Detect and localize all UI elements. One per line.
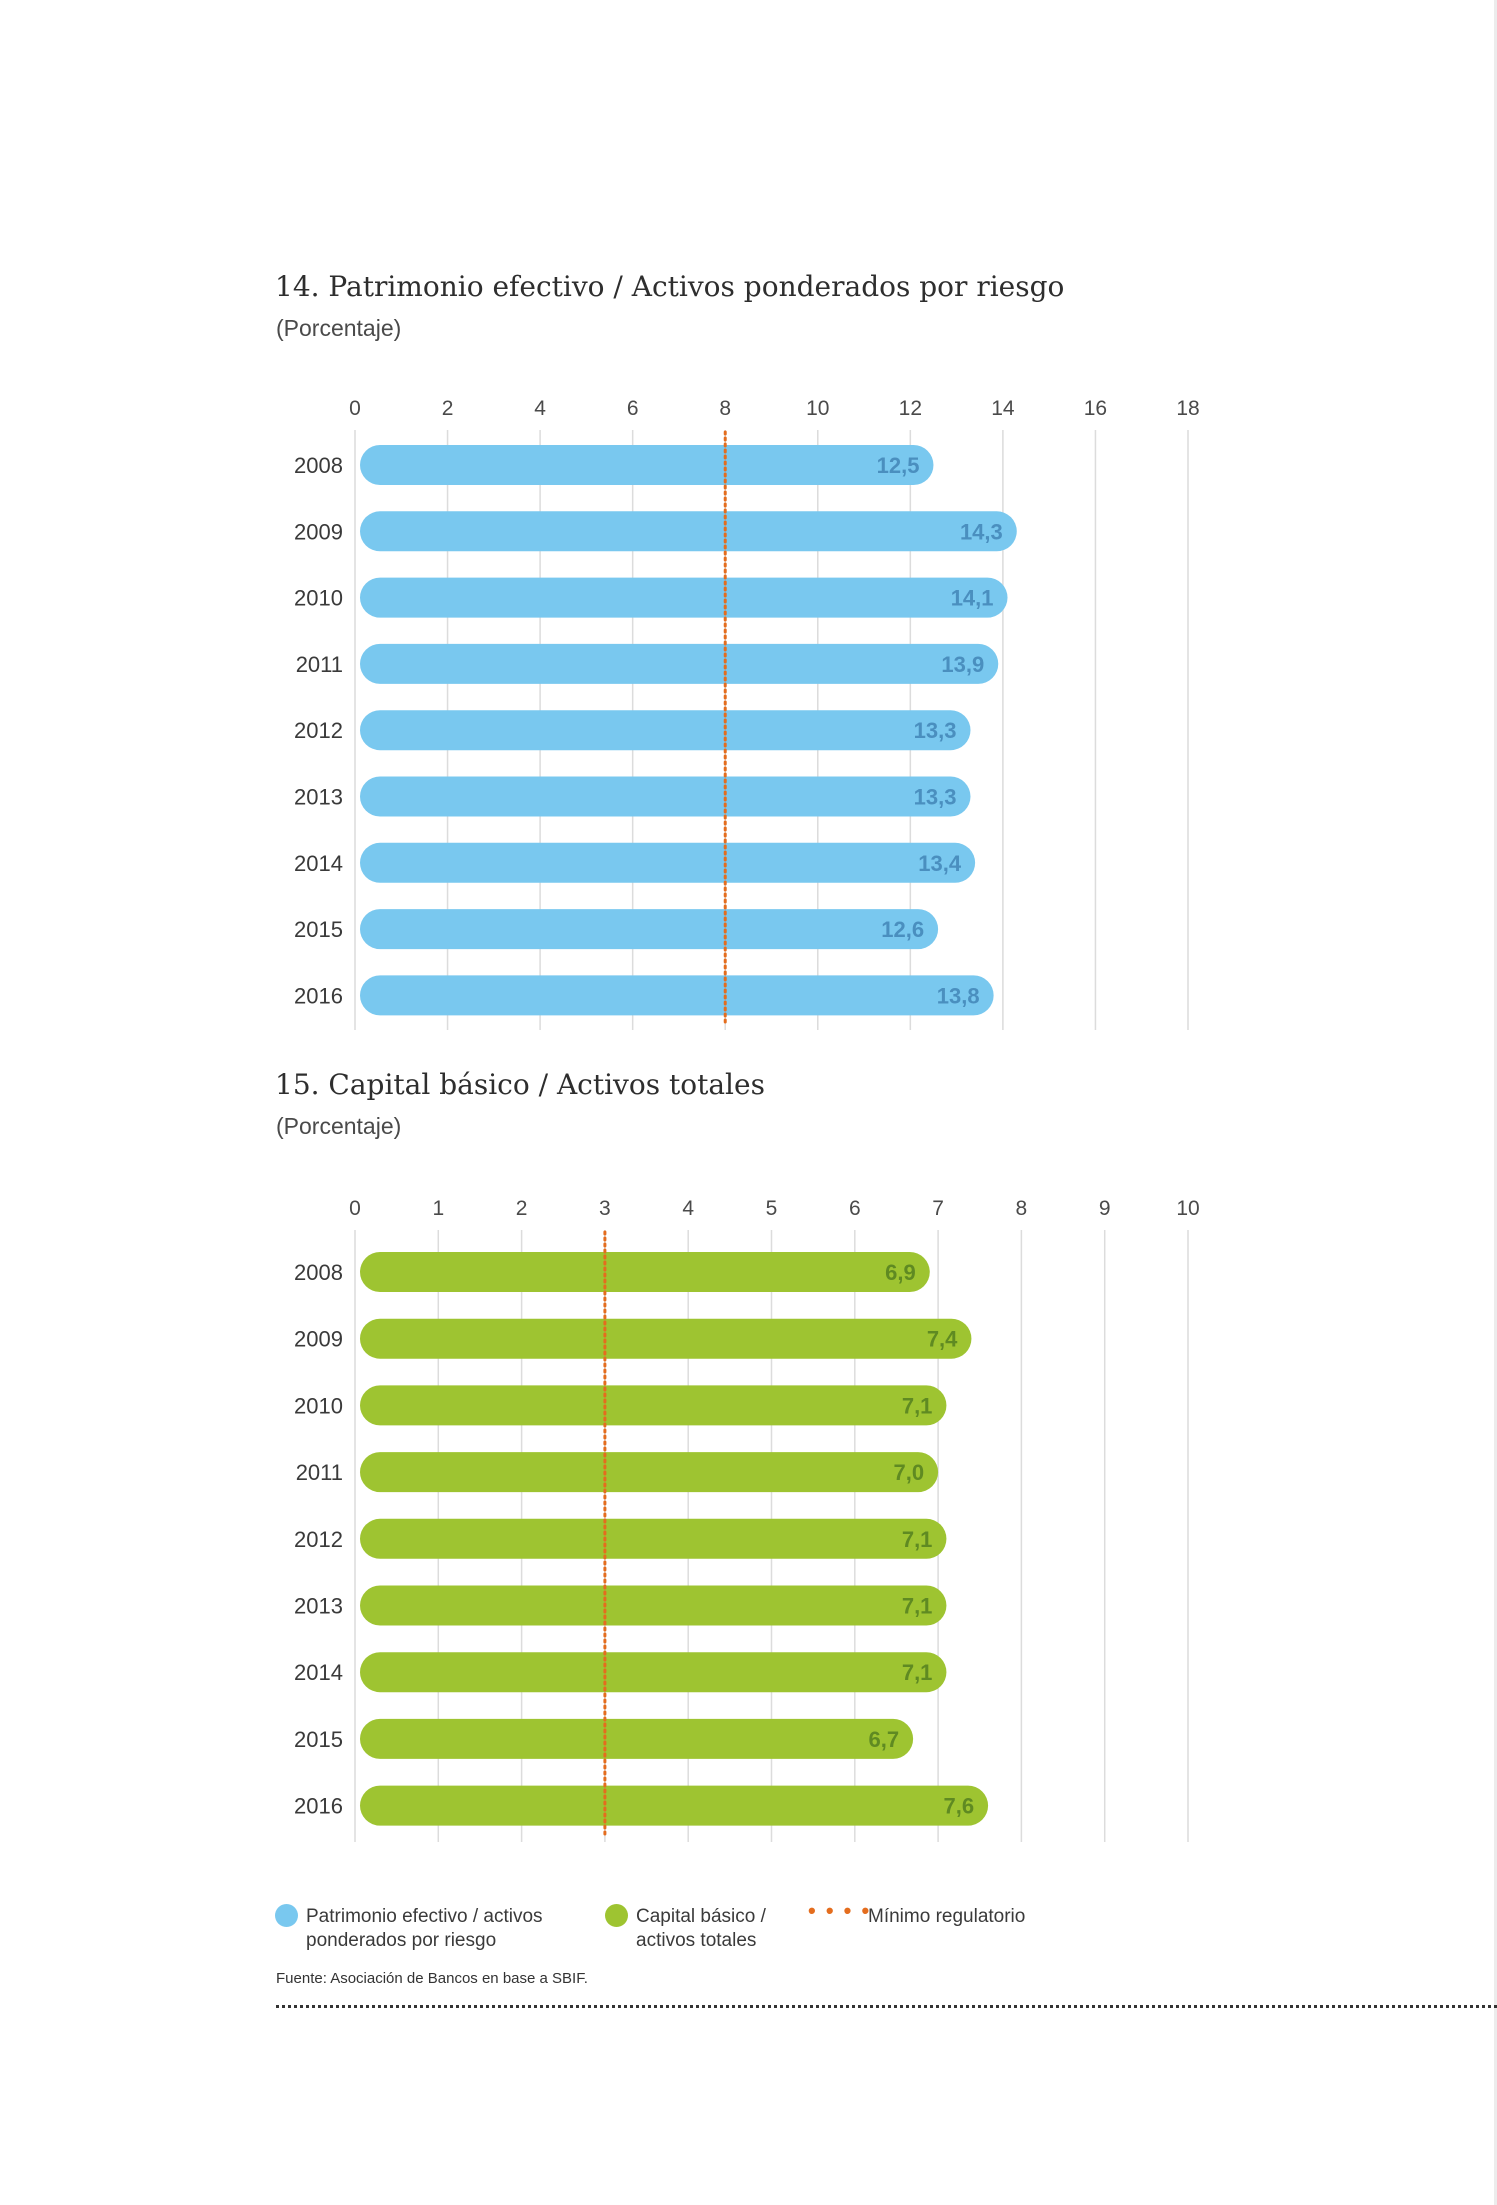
legend-item-capital: Capital básico / activos totales: [605, 1900, 805, 1960]
y-category-label: 2016: [294, 1794, 343, 1819]
y-category-label: 2010: [294, 586, 343, 611]
legend-label-patrimonio: Patrimonio efectivo / activos ponderados…: [306, 1906, 543, 1951]
bar-value-label: 14,1: [951, 586, 994, 611]
bar-value-label: 13,3: [914, 718, 957, 743]
x-tick-label: 0: [349, 1197, 361, 1220]
bar-value-label: 7,1: [902, 1393, 933, 1418]
y-category-label: 2012: [294, 718, 343, 743]
y-category-label: 2008: [294, 1260, 343, 1285]
x-tick-label: 18: [1176, 397, 1199, 420]
bar-value-label: 7,6: [943, 1794, 974, 1819]
x-tick-label: 6: [849, 1197, 861, 1220]
legend-blue-dot: [275, 1904, 298, 1927]
chart-15-subtitle: (Porcentaje): [276, 1113, 402, 1139]
x-tick-label: 10: [1176, 1197, 1199, 1220]
x-tick-label: 5: [766, 1197, 778, 1220]
bar: [360, 643, 999, 684]
dotted-divider: [276, 2005, 1497, 2008]
x-tick-label: 8: [719, 397, 731, 420]
bar: [360, 1385, 947, 1426]
legend-green-dot: [605, 1904, 628, 1927]
source-note: Fuente: Asociación de Bancos en base a S…: [276, 1970, 588, 1987]
chart-14-title: 14. Patrimonio efectivo / Activos ponder…: [275, 270, 1065, 303]
bar: [360, 776, 971, 817]
bar: [360, 1785, 989, 1826]
bar-value-label: 7,1: [902, 1527, 933, 1552]
bar: [360, 1585, 947, 1626]
legend-label-capital: Capital básico / activos totales: [636, 1906, 766, 1951]
bar: [360, 1318, 972, 1359]
x-tick-label: 8: [1016, 1197, 1028, 1220]
bar-value-label: 13,3: [914, 785, 957, 810]
bar: [360, 909, 939, 950]
legend-item-patrimonio: Patrimonio efectivo / activos ponderados…: [275, 1900, 595, 1960]
x-tick-label: 3: [599, 1197, 611, 1220]
bar: [360, 710, 971, 751]
bar-value-label: 12,5: [877, 453, 920, 478]
y-category-label: 2009: [294, 519, 343, 544]
x-tick-label: 0: [349, 397, 361, 420]
y-category-label: 2012: [294, 1527, 343, 1552]
x-tick-label: 12: [899, 397, 922, 420]
bar: [360, 445, 934, 485]
bar-value-label: 7,0: [894, 1460, 925, 1485]
legend-label-minimo: Mínimo regulatorio: [868, 1906, 1026, 1927]
y-category-label: 2010: [294, 1393, 343, 1418]
x-tick-label: 1: [432, 1197, 444, 1220]
bar: [360, 1718, 914, 1759]
y-category-label: 2015: [294, 1727, 343, 1752]
bar-value-label: 14,3: [960, 519, 1003, 544]
bar-value-label: 7,1: [902, 1660, 933, 1685]
y-category-label: 2011: [296, 1460, 343, 1485]
bar: [360, 1252, 930, 1292]
x-tick-label: 16: [1084, 397, 1107, 420]
bar: [360, 975, 994, 1016]
y-category-label: 2008: [294, 453, 343, 478]
y-category-label: 2011: [296, 652, 343, 677]
chart-14-plot: 0 2 4 6 8 10 12 14 16 18 2008 12,5 2009 14,3 2010 14,1 2…: [294, 397, 1200, 1030]
chart-15-title: 15. Capital básico / Activos totales: [275, 1068, 765, 1101]
x-tick-label: 4: [534, 397, 546, 420]
legend-item-minimo: • • • • Mínimo regulatorio: [808, 1900, 1068, 1960]
chart-14-subtitle: (Porcentaje): [276, 315, 402, 341]
y-category-label: 2009: [294, 1327, 343, 1352]
x-tick-label: 4: [682, 1197, 694, 1220]
chart-15-plot: 0 1 2 3 4 5 6 7 8 9 10 2008 6,9 2009 7,4 2010 7,1 2011 7,0…: [294, 1197, 1200, 1842]
bar-value-label: 7,4: [927, 1327, 958, 1352]
x-tick-label: 10: [806, 397, 829, 420]
y-category-label: 2013: [294, 785, 343, 810]
y-category-label: 2014: [294, 1660, 343, 1685]
bar-value-label: 13,9: [941, 652, 984, 677]
bar-value-label: 12,6: [881, 917, 924, 942]
page-edge: [1494, 0, 1497, 2205]
legend-dotted-line-icon: • • • •: [808, 1898, 872, 1923]
bar: [360, 1518, 947, 1559]
y-category-label: 2016: [294, 983, 343, 1008]
bar: [360, 1452, 939, 1493]
x-tick-label: 14: [991, 397, 1015, 420]
bar: [360, 577, 1008, 618]
bar: [360, 511, 1017, 552]
bar-value-label: 13,4: [918, 851, 962, 876]
x-tick-label: 2: [516, 1197, 528, 1220]
bar-value-label: 13,8: [937, 983, 980, 1008]
x-tick-label: 9: [1099, 1197, 1111, 1220]
bar: [360, 1652, 947, 1693]
y-category-label: 2015: [294, 917, 343, 942]
bar-value-label: 7,1: [902, 1594, 933, 1619]
bar-value-label: 6,7: [869, 1727, 900, 1752]
y-category-label: 2014: [294, 851, 343, 876]
x-tick-label: 7: [932, 1197, 944, 1220]
bar-value-label: 6,9: [885, 1260, 916, 1285]
y-category-label: 2013: [294, 1594, 343, 1619]
bar: [360, 842, 976, 883]
x-tick-label: 2: [442, 397, 454, 420]
x-tick-label: 6: [627, 397, 639, 420]
